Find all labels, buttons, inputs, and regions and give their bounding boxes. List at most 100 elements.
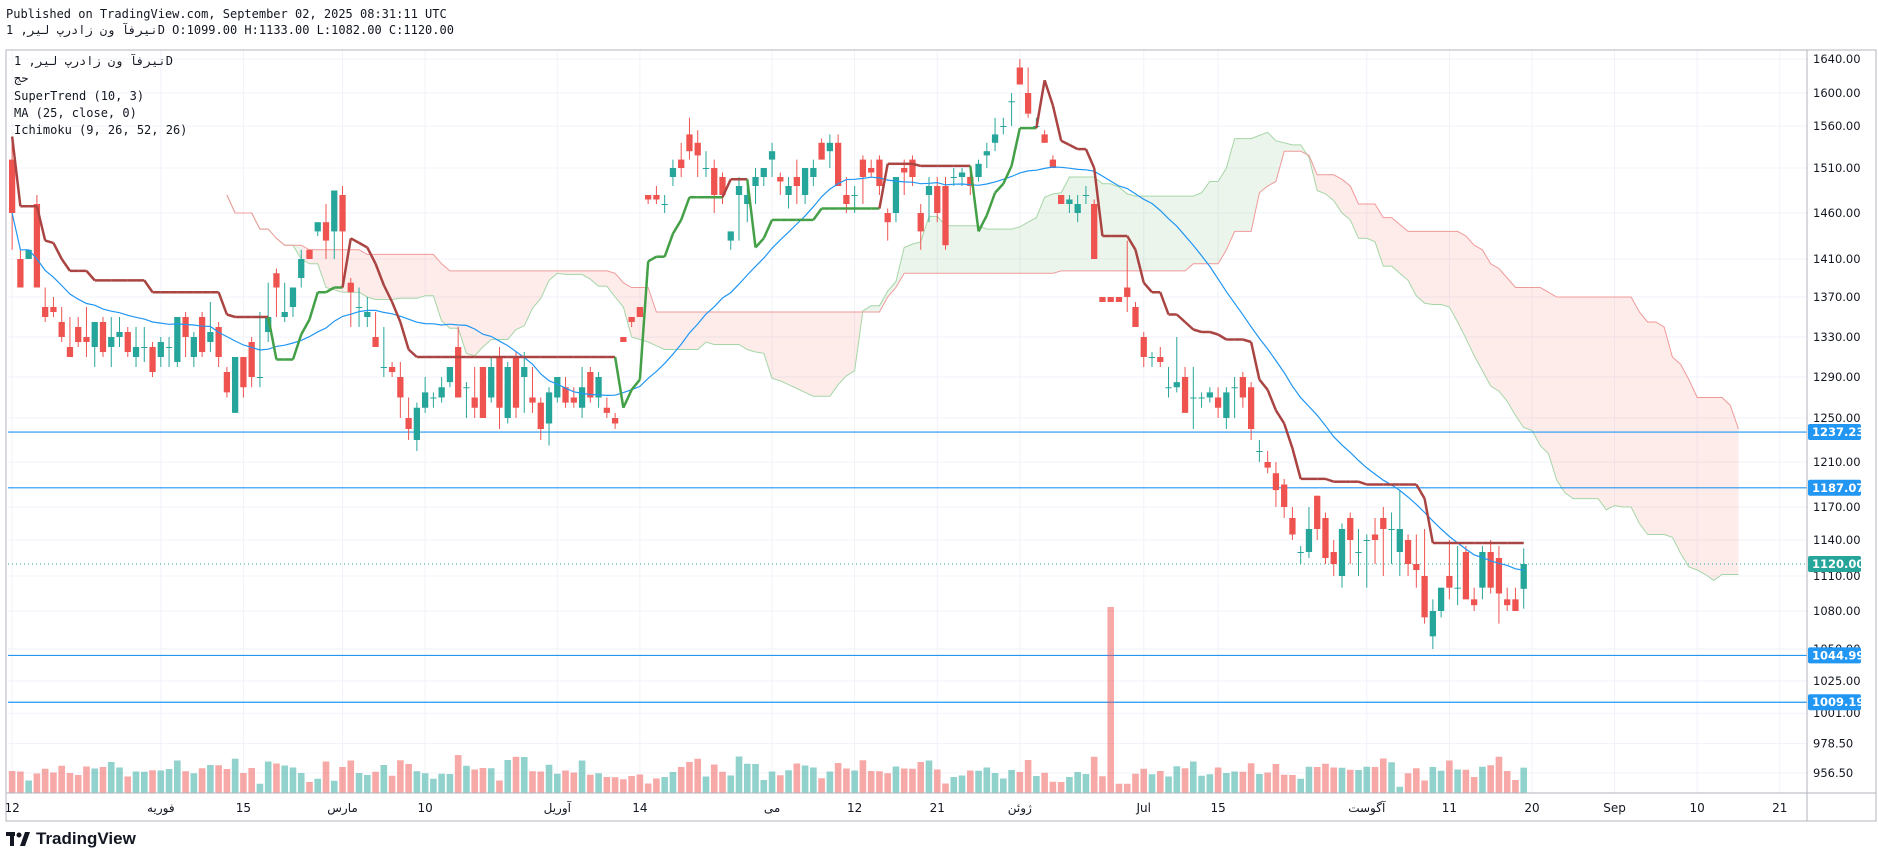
legend-ichimoku[interactable]: Ichimoku (9, 26, 52, 26) [14,123,187,137]
volume-bar [471,769,478,793]
price-tick-label: 1640.00 [1813,52,1861,66]
candle [727,231,734,250]
volume-bar [727,775,735,793]
candle-body [273,273,280,288]
candle-body [768,151,776,160]
cloud-segment [681,312,690,350]
volume-bar [603,777,611,793]
candle [17,249,24,288]
volume-bar [347,760,355,793]
supertrend-segment [746,179,757,248]
candle-body [1181,377,1189,413]
volume-bar [1454,769,1461,793]
legend-volume-label: حج [14,71,28,85]
legend-supertrend[interactable]: SuperTrend (10, 3) [14,89,144,103]
candle-body [1421,576,1428,618]
volume-bar [710,764,718,793]
candle-body [562,387,569,403]
volume-bar [694,758,702,793]
candle [388,362,396,377]
cloud-segment [722,312,731,345]
legend-ma[interactable]: MA (25, close, 0) [14,106,137,120]
candle-body [917,213,924,232]
candle-body [355,307,363,308]
candle [1000,117,1007,135]
candle-body [1347,518,1354,540]
volume-bar [83,766,90,793]
candle-body [471,397,478,408]
cloud-segment [970,225,979,274]
candle [975,159,982,182]
candle-body [1190,397,1197,399]
volume-bar [909,768,916,793]
candle [83,307,90,357]
volume-bar [966,770,974,793]
candle-body [1099,297,1106,302]
supertrend-segment [1002,165,1013,185]
candle [702,151,710,177]
candle-body [388,367,396,372]
candle-body [851,195,858,196]
supertrend-segment [1242,338,1252,344]
volume-bar [1404,773,1412,793]
volume-bar [240,773,247,793]
candle [892,177,900,223]
candle [1371,518,1379,564]
candle-body [1487,552,1494,588]
candle [430,392,437,408]
candle-body [157,342,164,357]
candle-body [1214,397,1222,408]
candle [1404,534,1412,576]
candle-body [25,249,32,259]
volume-bar [132,771,140,793]
candle-body [116,332,123,337]
supertrend-segment [1126,235,1137,251]
cloud-segment [499,270,508,340]
volume-bar [1115,783,1123,793]
candle [124,327,131,357]
candle [587,367,594,403]
volume-bar [975,770,982,793]
candle-body [1413,564,1420,570]
volume-bar [430,778,437,793]
volume-bar [620,779,627,793]
time-tick-label: می [764,801,780,815]
candle-body [488,367,495,398]
volume-bar [25,780,32,793]
volume-bar [1132,773,1139,793]
candle-body [91,322,98,347]
candle [182,312,189,357]
volume-bar [157,770,165,793]
candle [471,367,478,418]
cloud-segment [1672,357,1681,554]
cloud-segment [1259,132,1268,193]
candle-body [455,347,462,398]
candle [1091,199,1098,259]
cloud-segment [689,312,698,350]
volume-bar [1396,786,1404,793]
candle-body [711,168,718,195]
candle-body [587,372,594,398]
candle [1421,529,1428,624]
candle [380,327,387,377]
candle [165,337,173,367]
candle-body [248,342,255,377]
candle-body [438,387,445,398]
cloud-segment [441,263,450,329]
tradingview-logo[interactable]: TradingView [6,829,136,849]
cloud-segment [1730,405,1739,575]
volume-bar [900,768,908,793]
volume-bar [785,770,792,793]
candle [1437,587,1445,618]
volume-bar [1181,768,1189,793]
senkou-span-b-line [226,150,1739,430]
candle-body [124,332,131,352]
supertrend-segment [1175,313,1186,323]
candle [1256,440,1263,462]
candle-body [347,282,354,293]
volume-bar [273,763,280,793]
volume-bar [843,768,850,793]
supertrend-segment [399,321,410,350]
candle [711,159,718,213]
